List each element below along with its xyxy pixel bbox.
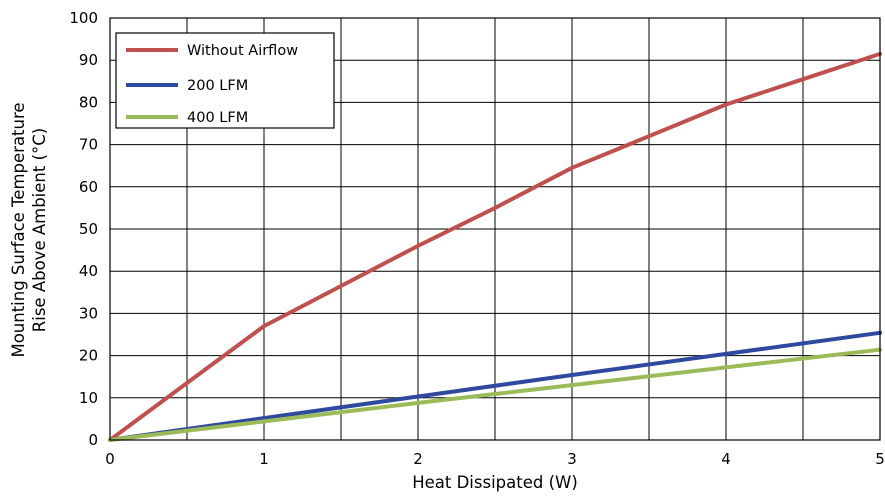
y-tick-label: 60: [79, 178, 98, 196]
y-axis-title-line-1: Mounting Surface Temperature: [9, 102, 28, 357]
series-line-200-lfm: [108, 330, 882, 442]
y-axis-title-line-2: Rise Above Ambient (°C): [30, 128, 49, 332]
legend-label-without-airflow: Without Airflow: [187, 43, 298, 59]
x-tick-label: 2: [413, 450, 423, 468]
y-axis-title: Mounting Surface Temperature Rise Above …: [9, 102, 49, 357]
y-tick-label: 10: [79, 389, 98, 407]
x-tick-label: 5: [875, 450, 885, 468]
series-line-400-lfm: [108, 347, 882, 442]
x-tick-label: 3: [567, 450, 577, 468]
legend-label-200-lfm: 200 LFM: [187, 78, 248, 94]
legend-item-200-lfm: 200 LFM: [126, 78, 248, 94]
x-tick-label: 4: [721, 450, 731, 468]
y-tick-label: 20: [79, 347, 98, 365]
series-lines: [108, 51, 882, 442]
legend-item-without-airflow: Without Airflow: [126, 43, 298, 59]
y-tick-label: 50: [79, 220, 98, 238]
y-tick-label: 40: [79, 262, 98, 280]
y-tick-label: 0: [88, 431, 98, 449]
legend: Without Airflow 200 LFM 400 LFM: [115, 32, 335, 129]
legend-item-400-lfm: 400 LFM: [126, 110, 248, 126]
plot-frame: [109, 17, 881, 441]
x-axis-title: Heat Dissipated (W): [412, 473, 578, 492]
y-tick-label: 30: [79, 304, 98, 322]
x-tick-label: 1: [259, 450, 269, 468]
y-tick-label: 100: [69, 9, 98, 27]
series-line-without-airflow: [108, 51, 882, 442]
y-tick-label: 80: [79, 93, 98, 111]
y-tick-label: 90: [79, 51, 98, 69]
y-tick-label: 70: [79, 136, 98, 154]
x-tick-label: 0: [105, 450, 115, 468]
legend-label-400-lfm: 400 LFM: [187, 110, 248, 126]
